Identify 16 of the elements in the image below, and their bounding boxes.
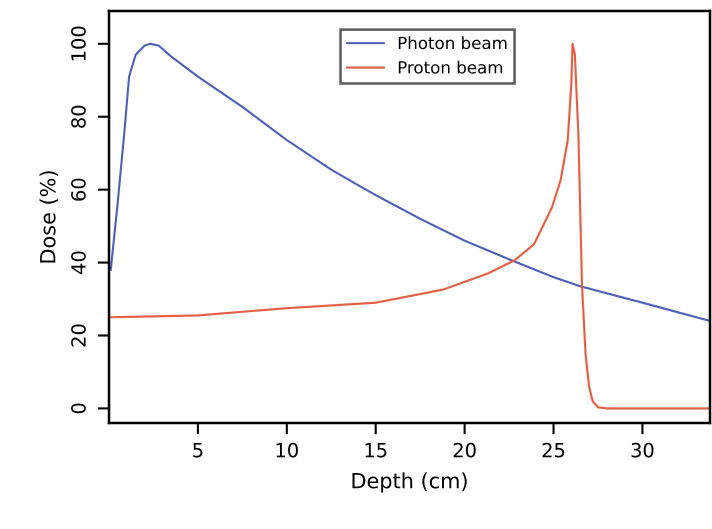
x-tick-label: 5 — [193, 443, 202, 458]
legend-label: Photon beam — [398, 36, 506, 50]
y-axis-title: Dose (%) — [39, 171, 58, 263]
y-tick-label: 100 — [71, 26, 86, 60]
y-tick-label: 0 — [71, 404, 86, 414]
y-tick-label: 40 — [71, 251, 86, 274]
x-tick-label: 30 — [632, 442, 654, 458]
x-axis-title: Depth (cm) — [352, 472, 467, 493]
x-tick-label: 25 — [542, 442, 564, 458]
x-tick-label: 20 — [454, 442, 476, 458]
x-tick-label: 15 — [365, 443, 386, 458]
y-tick-label: 20 — [71, 324, 86, 346]
y-tick-label: 80 — [71, 106, 86, 128]
y-tick-label: 60 — [71, 178, 86, 201]
legend-label: Proton beam — [398, 60, 502, 74]
x-tick-label: 10 — [276, 442, 298, 458]
